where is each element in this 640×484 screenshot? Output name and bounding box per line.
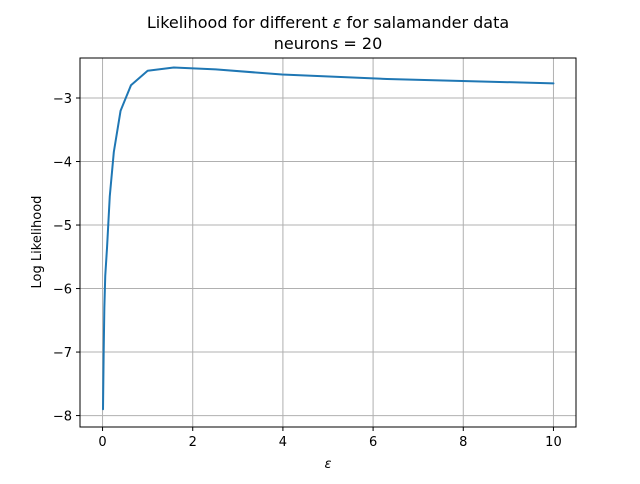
ticks: 0 2 4 6 8 10 −8 −7 −6 −5 −4 −3 [53, 92, 562, 450]
series-line [102, 66, 555, 411]
y-tick-label: −4 [53, 156, 72, 171]
y-tick-label: −7 [53, 346, 72, 361]
x-tick-label: 6 [369, 435, 377, 450]
x-tick-label: 8 [459, 435, 467, 450]
series-layer [102, 66, 555, 411]
grid [80, 58, 576, 427]
y-tick-label: −3 [53, 92, 72, 107]
x-axis-label: ε [324, 457, 331, 472]
y-tick-label: −5 [53, 219, 72, 234]
y-tick-label: −6 [53, 283, 72, 298]
x-tick-label: 0 [98, 435, 106, 450]
chart-title: Likelihood for different ε for salamande… [147, 13, 509, 32]
y-tick-label: −8 [53, 410, 72, 425]
plot-frame [79, 57, 577, 428]
x-tick-label: 4 [279, 435, 287, 450]
x-tick-label: 2 [189, 435, 197, 450]
chart-subtitle: neurons = 20 [274, 34, 383, 53]
y-axis-label: Log Likelihood [30, 196, 45, 289]
x-tick-label: 10 [545, 435, 562, 450]
